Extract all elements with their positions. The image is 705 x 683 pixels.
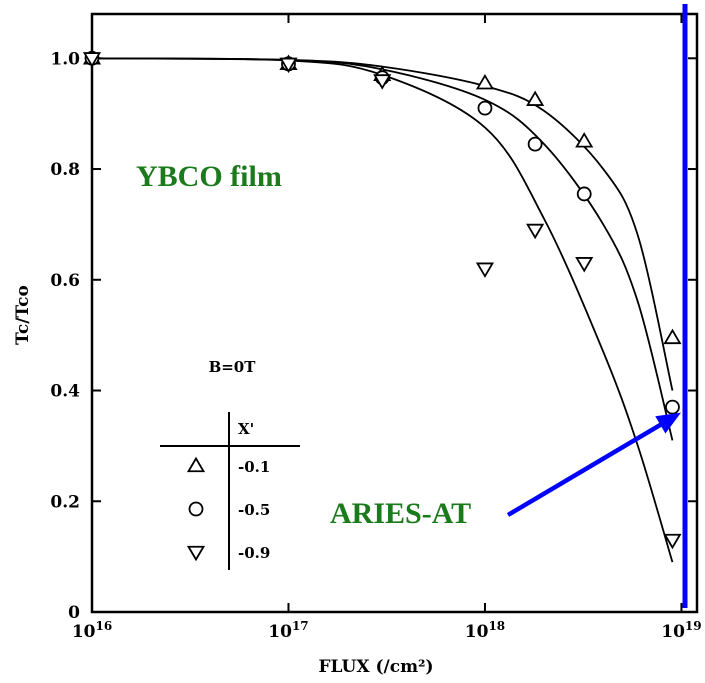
x-axis-label: FLUX (/cm²) — [318, 657, 433, 677]
legend-entry--0.1: -0.1 — [238, 458, 270, 476]
aries-at-label: ARIES-AT — [330, 497, 471, 530]
data-point--0.9 — [279, 57, 298, 74]
data-point--0.9 — [373, 74, 392, 90]
legend-entry--0.5: -0.5 — [238, 501, 270, 519]
ybco-film-label: YBCO film — [136, 160, 282, 193]
data-point--0.9 — [526, 223, 545, 240]
data-point--0.1 — [663, 328, 682, 345]
data-point--0.1 — [475, 73, 495, 90]
y-tick-label: 0.4 — [50, 382, 80, 402]
legend: B=0T X' -0.1 -0.5 -0.9 — [160, 358, 300, 570]
fit-curve--0.1 — [91, 57, 674, 391]
axis-ticks: 1016 1017 1018 1019 0 0.2 0.4 0.6 0.8 1.0 — [50, 14, 702, 642]
data-point--0.9 — [82, 52, 102, 68]
data-point--0.5 — [527, 136, 543, 152]
data-markers — [82, 49, 682, 550]
aries-at-arrow-shaft — [506, 417, 671, 517]
x-tick-label: 1017 — [268, 619, 308, 642]
data-point--0.5 — [576, 186, 592, 202]
plot-frame — [90, 12, 699, 614]
data-point--0.9 — [663, 533, 682, 550]
legend-title: B=0T — [209, 358, 257, 376]
x-tick-label: 1016 — [72, 619, 112, 642]
y-tick-label: 0.2 — [50, 492, 80, 512]
plot-border — [90, 12, 699, 614]
legend-marker--0.5 — [188, 501, 204, 517]
data-point--0.9 — [575, 257, 594, 273]
legend-entry--0.9: -0.9 — [238, 544, 270, 562]
data-point--0.1 — [526, 90, 545, 106]
y-tick-label: 0.8 — [50, 160, 80, 180]
data-point--0.1 — [575, 132, 594, 148]
fit-curve--0.9 — [91, 57, 674, 563]
y-tick-label: 0.6 — [50, 271, 80, 291]
legend-marker--0.1 — [186, 456, 206, 473]
fit-curves — [91, 57, 674, 563]
data-point--0.5 — [477, 100, 493, 116]
y-tick-label: 0 — [68, 603, 80, 623]
y-axis-label: Tc/Tco — [13, 285, 33, 345]
aries-at-limit — [506, 4, 688, 608]
x-tick-label: 1018 — [465, 619, 505, 642]
data-point--0.5 — [665, 399, 680, 415]
y-tick-label: 1.0 — [50, 49, 80, 69]
x-tick-label: 1019 — [661, 619, 701, 642]
data-point--0.9 — [475, 262, 495, 278]
legend-marker--0.9 — [186, 545, 206, 562]
legend-header: X' — [238, 420, 254, 438]
aries-at-arrow-head — [655, 412, 681, 434]
fit-curve--0.5 — [91, 57, 674, 441]
